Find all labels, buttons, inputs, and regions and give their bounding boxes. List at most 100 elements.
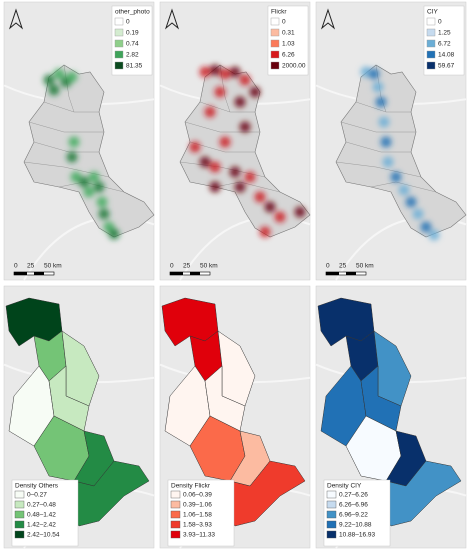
legend-swatch	[270, 28, 280, 37]
density-blob	[88, 171, 100, 183]
legend-swatch	[326, 500, 337, 509]
region-outline	[335, 64, 467, 238]
map-panel: 0 25 50 km CIY 0 1.25 6.72 14.08 59.67	[315, 1, 467, 281]
district-border	[33, 141, 99, 153]
scale-bar	[190, 272, 200, 275]
legend-label: 59.67	[438, 63, 455, 70]
legend-swatch	[170, 500, 181, 509]
density-blob	[209, 181, 221, 193]
density-blob	[234, 181, 246, 193]
district-border	[189, 141, 255, 153]
legend-swatch	[326, 510, 337, 519]
legend-swatch	[270, 61, 280, 70]
map-panel: Density Others 0–0.27 0.27–0.48 0.48–1.42 1.…	[3, 285, 155, 549]
density-blob	[294, 206, 306, 218]
density-blob	[209, 64, 221, 76]
density-blob	[412, 208, 424, 220]
legend-label: 0–0.27	[27, 492, 47, 499]
density-blob	[53, 68, 65, 80]
legend-title: Density CIY	[327, 483, 362, 490]
density-blob	[108, 228, 120, 240]
legend-label: 1.06–1.58	[183, 512, 212, 519]
density-layer	[43, 68, 120, 240]
legend-swatch	[170, 520, 181, 529]
density-blob	[375, 96, 387, 108]
legend-swatch	[14, 500, 25, 509]
scale-label: 0	[170, 263, 174, 270]
legend-title: other_photo	[115, 9, 150, 16]
legend-label: 9.22–10.88	[339, 522, 372, 529]
density-blob	[214, 86, 226, 98]
density-blob	[244, 171, 256, 183]
density-blob	[378, 116, 390, 128]
legend-swatch	[114, 50, 124, 59]
density-blob	[405, 196, 417, 208]
density-blob	[48, 84, 60, 96]
density-blob	[428, 229, 440, 241]
density-blob	[382, 156, 394, 168]
legend-label: 1.25	[438, 30, 451, 37]
density-blob	[43, 74, 55, 86]
density-blob	[234, 96, 246, 108]
density-blob	[209, 161, 221, 173]
legend-label: 0	[126, 19, 130, 26]
legend-label: 0.31	[282, 30, 295, 37]
legend-label: 1.42–2.42	[27, 522, 56, 529]
scale-label: 50 km	[200, 263, 218, 270]
legend-label: 0.39–1.06	[183, 502, 212, 509]
density-blob	[219, 136, 231, 148]
density-blob	[229, 66, 241, 78]
legend-label: 0	[282, 19, 286, 26]
district-border	[335, 161, 422, 178]
north-arrow	[8, 8, 24, 30]
density-blob	[93, 181, 105, 193]
legend-label: 0	[438, 19, 442, 26]
density-blob	[66, 151, 78, 163]
legend-label: 2.82	[126, 52, 139, 59]
legend-swatch	[14, 490, 25, 499]
legend-swatch	[426, 50, 436, 59]
legend-swatch	[14, 530, 25, 539]
density-blob	[249, 86, 261, 98]
legend-swatch	[326, 530, 337, 539]
scale-bar	[34, 272, 44, 275]
density-blob	[239, 121, 251, 133]
legend-swatch	[426, 17, 436, 26]
map-panel: Density Flickr 0.06–0.39 0.39–1.06 1.06–1.5…	[159, 285, 311, 549]
legend-label: 1.03	[282, 41, 295, 48]
legend-title: Flickr	[271, 9, 287, 16]
district-border	[28, 121, 104, 133]
density-blob	[96, 196, 108, 208]
legend-label: 14.08	[438, 52, 455, 59]
legend-swatch	[426, 61, 436, 70]
map-panel: 0 25 50 km other_photo 0 0.19 0.74 2.82 81.35	[3, 1, 155, 281]
map-panel: 0 25 50 km Flickr 0 0.31 1.03 6.26 2000.00	[159, 1, 311, 281]
district-border	[63, 64, 75, 113]
legend-label: 6.96–9.22	[339, 512, 368, 519]
density-blob	[398, 184, 410, 196]
legend-label: 6.26–6.96	[339, 502, 368, 509]
map-panel: Density CIY 0.27–6.26 6.26–6.96 6.96–9.22 9.…	[315, 285, 467, 549]
density-blob	[264, 201, 276, 213]
legend-label: 1.58–3.93	[183, 522, 212, 529]
legend-swatch	[14, 520, 25, 529]
legend-label: 10.88–16.93	[339, 532, 376, 539]
density-layer	[360, 66, 440, 241]
north-arrow	[164, 8, 180, 30]
density-blob	[199, 66, 211, 78]
legend-swatch	[114, 39, 124, 48]
legend-swatch	[426, 28, 436, 37]
legend-swatch	[170, 490, 181, 499]
scale-label: 50 km	[356, 263, 374, 270]
density-blob	[274, 211, 286, 223]
legend-swatch	[114, 17, 124, 26]
density-blob	[66, 71, 78, 83]
legend-label: 81.35	[126, 63, 143, 70]
scale-label: 0	[326, 263, 330, 270]
legend-swatch	[326, 490, 337, 499]
density-blob	[390, 171, 402, 183]
legend-label: 0.06–0.39	[183, 492, 212, 499]
legend-label: 2.42–10.54	[27, 532, 60, 539]
legend-swatch	[170, 510, 181, 519]
legend-swatch	[114, 61, 124, 70]
